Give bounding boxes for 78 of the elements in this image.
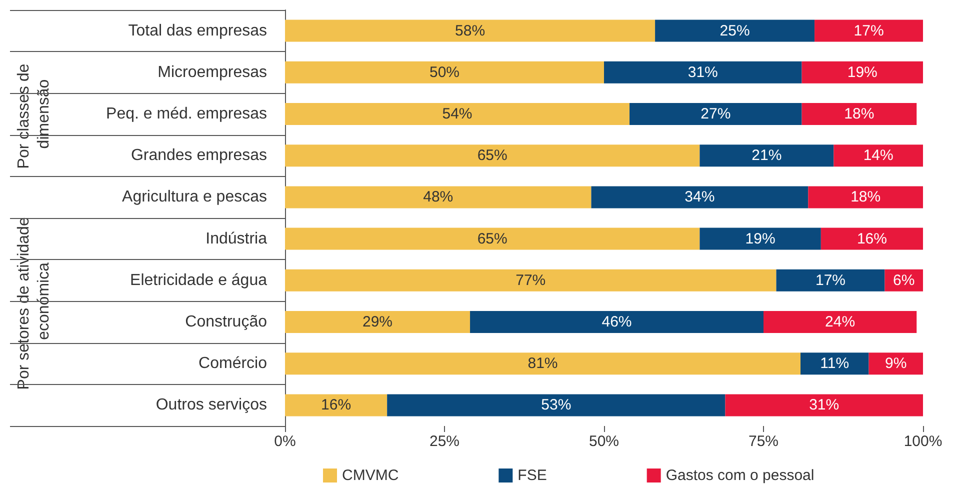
bar xyxy=(802,103,917,125)
data-label: 16% xyxy=(856,230,887,248)
bar xyxy=(700,228,821,250)
data-label: 53% xyxy=(541,396,572,414)
x-tick-label: 50% xyxy=(588,433,620,450)
bar xyxy=(285,61,604,84)
data-label: 17% xyxy=(854,22,884,40)
bar xyxy=(764,311,917,333)
legend-label: FSE xyxy=(518,467,547,484)
y-tick-label: Total das empresas xyxy=(128,22,267,40)
data-label: 58% xyxy=(455,22,486,40)
data-label: 65% xyxy=(477,230,508,248)
data-label: 18% xyxy=(844,106,874,122)
data-label: 18% xyxy=(850,188,881,206)
data-label: 6% xyxy=(893,272,915,289)
bar xyxy=(285,394,388,416)
data-label: 31% xyxy=(688,64,718,81)
bar xyxy=(285,228,700,250)
x-tick-label: 100% xyxy=(904,433,942,450)
x-tick-label: 25% xyxy=(429,433,460,450)
data-label: 77% xyxy=(516,272,546,289)
y-tick-label: Microempresas xyxy=(158,64,267,81)
bar xyxy=(700,144,834,167)
data-label: 17% xyxy=(815,272,846,289)
legend-label: Gastos com o pessoal xyxy=(666,467,814,484)
bar xyxy=(285,103,630,125)
data-label: 81% xyxy=(528,355,558,372)
y-tick-label: Outros serviços xyxy=(156,396,267,414)
data-label: 16% xyxy=(321,396,352,414)
text: Por classes de dimensão xyxy=(16,59,52,169)
bar xyxy=(285,144,700,167)
data-label: 48% xyxy=(423,188,454,206)
data-label: 19% xyxy=(847,64,878,81)
data-label: 9% xyxy=(885,355,907,372)
bar xyxy=(868,352,923,375)
bar xyxy=(808,186,923,208)
bar xyxy=(285,352,801,375)
y-tick-label: Peq. e méd. empresas xyxy=(106,106,267,122)
bar xyxy=(387,394,726,416)
y-tick-label: Agricultura e pescas xyxy=(122,188,267,206)
data-label: 50% xyxy=(429,64,460,81)
bar xyxy=(776,269,885,292)
data-label: 24% xyxy=(825,314,856,330)
data-label: 21% xyxy=(752,147,782,164)
data-label: 46% xyxy=(602,314,632,330)
bar xyxy=(820,228,923,250)
bar xyxy=(802,61,923,84)
bar xyxy=(591,186,808,208)
y-tick-label: Comércio xyxy=(198,355,268,372)
bar xyxy=(285,20,656,42)
bar xyxy=(725,394,923,416)
x-tick-label: 75% xyxy=(748,433,779,450)
bar xyxy=(834,144,923,167)
y-tick-label: Construção xyxy=(185,314,268,330)
data-label: 54% xyxy=(442,106,472,122)
legend-label: CMVMC xyxy=(342,467,399,484)
bar xyxy=(285,186,592,208)
data-label: 25% xyxy=(720,22,750,40)
bar xyxy=(604,61,802,84)
data-label: 19% xyxy=(745,230,776,248)
bar xyxy=(655,20,815,42)
data-label: 11% xyxy=(820,355,850,372)
data-label: 14% xyxy=(863,147,894,164)
y-tick-label: Eletricidade e água xyxy=(130,272,268,289)
data-label: 27% xyxy=(700,106,731,122)
data-label: 29% xyxy=(362,314,393,330)
x-tick-label: 0% xyxy=(274,433,296,450)
bar xyxy=(630,103,802,125)
data-label: 65% xyxy=(477,147,508,164)
y-tick-label: Grandes empresas xyxy=(130,147,267,164)
data-label: 31% xyxy=(809,396,840,414)
bar xyxy=(285,311,470,333)
bar xyxy=(814,20,923,42)
bar xyxy=(285,269,776,292)
data-label: 34% xyxy=(684,188,715,206)
bar xyxy=(800,352,869,375)
bar xyxy=(470,311,764,333)
y-tick-label: Indústria xyxy=(206,230,268,248)
